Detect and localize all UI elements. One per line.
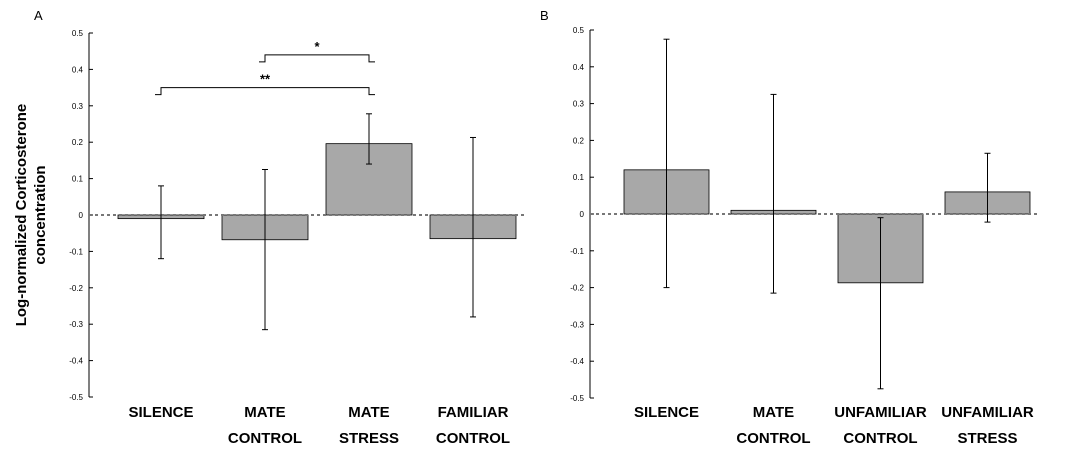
y-tick-label: 0 [580,210,585,219]
significance-label: ** [260,72,271,87]
y-tick-label: -0.2 [570,284,584,293]
y-tick-label: 0.1 [573,173,585,182]
y-tick-label: -0.3 [570,320,584,329]
significance-label: * [314,39,320,54]
y-tick-label: -0.5 [570,394,584,403]
category-label: MATE [348,404,389,421]
panel-letter: B [540,8,549,23]
category-label: UNFAMILIAR [834,404,927,421]
y-tick-label: 0.1 [72,175,84,184]
category-label: MATE [753,404,794,421]
category-label: SILENCE [634,404,699,421]
panel-letter: A [34,8,43,23]
y-tick-label: 0.5 [72,29,84,38]
y-tick-label: 0.5 [573,26,585,35]
category-label: SILENCE [128,404,193,421]
y-tick-label: -0.4 [570,357,584,366]
y-tick-label: -0.1 [570,247,584,256]
category-label: UNFAMILIAR [941,404,1034,421]
category-label: CONTROL [843,430,917,447]
y-tick-label: -0.5 [69,393,83,402]
y-tick-label: -0.2 [69,284,83,293]
category-label: STRESS [339,430,399,447]
y-tick-label: 0.4 [573,63,585,72]
y-tick-label: 0.2 [573,136,585,145]
y-tick-label: -0.3 [69,320,83,329]
category-label: CONTROL [436,430,510,447]
y-tick-label: 0.3 [72,102,84,111]
y-tick-label: -0.4 [69,357,83,366]
y-tick-label: 0.3 [573,100,585,109]
category-label: STRESS [957,430,1017,447]
y-axis-title: Log-normalized Corticosterone [13,104,30,327]
category-label: CONTROL [228,430,302,447]
y-tick-label: -0.1 [69,247,83,256]
category-label: MATE [244,404,285,421]
significance-bracket [259,55,375,62]
y-tick-label: 0 [79,211,84,220]
y-axis-title: concentration [32,165,49,264]
y-tick-label: 0.4 [72,65,84,74]
y-tick-label: 0.2 [72,138,84,147]
significance-bracket [155,88,375,95]
category-label: CONTROL [736,430,810,447]
category-label: FAMILIAR [438,404,509,421]
